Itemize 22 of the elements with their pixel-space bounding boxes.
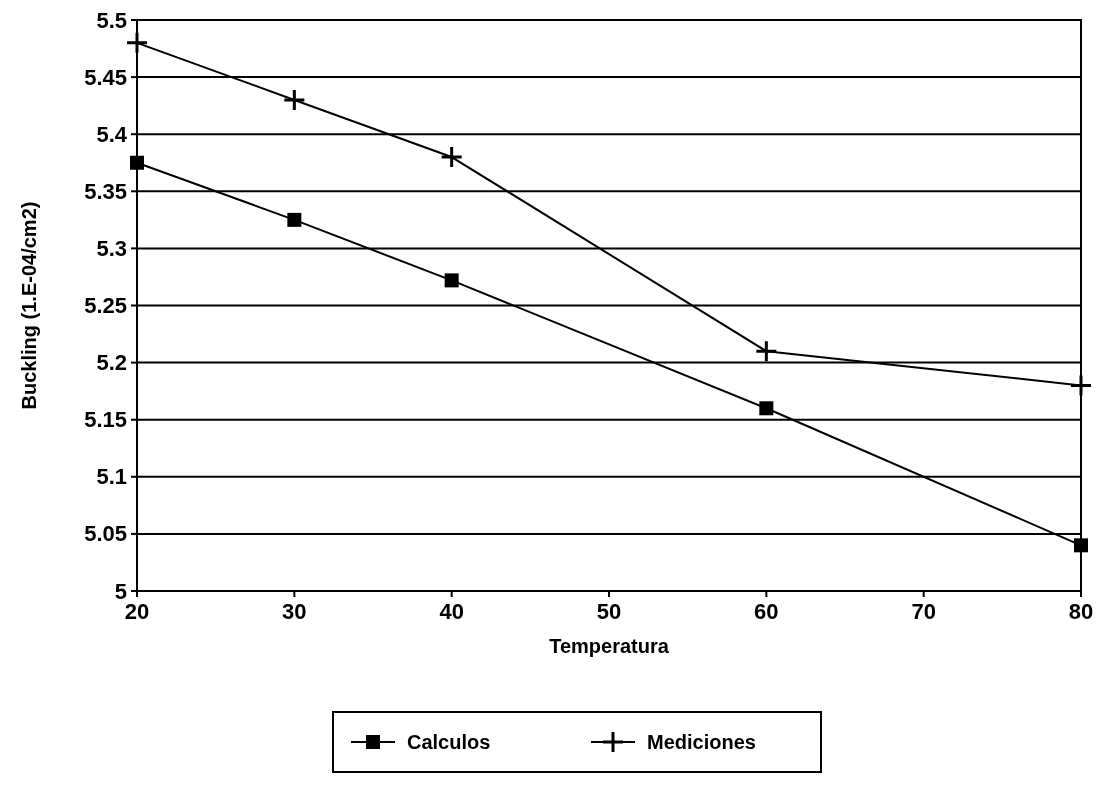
x-axis-title: Temperatura — [549, 635, 670, 657]
y-axis-title: Buckling (1.E-04/cm2) — [18, 201, 40, 410]
legend-label: Mediciones — [647, 731, 756, 753]
x-tick-label: 40 — [439, 599, 464, 624]
y-tick-label: 5.5 — [96, 7, 127, 33]
y-tick-label: 5 — [114, 578, 127, 604]
legend-label: Calculos — [407, 731, 491, 753]
x-tick-label: 30 — [282, 599, 307, 624]
y-tick-label: 5.2 — [96, 350, 127, 376]
y-tick-label: 5.3 — [96, 235, 127, 261]
y-tick-label: 5.4 — [96, 121, 128, 147]
y-tick-label: 5.05 — [84, 521, 127, 547]
y-tick-label: 5.1 — [96, 464, 127, 490]
y-tick-label: 5.15 — [84, 407, 127, 433]
y-tick-label: 5.45 — [84, 64, 127, 90]
x-tick-label: 20 — [124, 599, 150, 624]
y-tick-label: 5.25 — [84, 293, 127, 318]
x-tick-label: 80 — [1068, 599, 1094, 624]
y-tick-label: 5.35 — [84, 178, 127, 204]
x-tick-label: 70 — [911, 599, 936, 624]
x-tick-label: 60 — [754, 599, 779, 624]
x-tick-label: 50 — [596, 599, 622, 624]
